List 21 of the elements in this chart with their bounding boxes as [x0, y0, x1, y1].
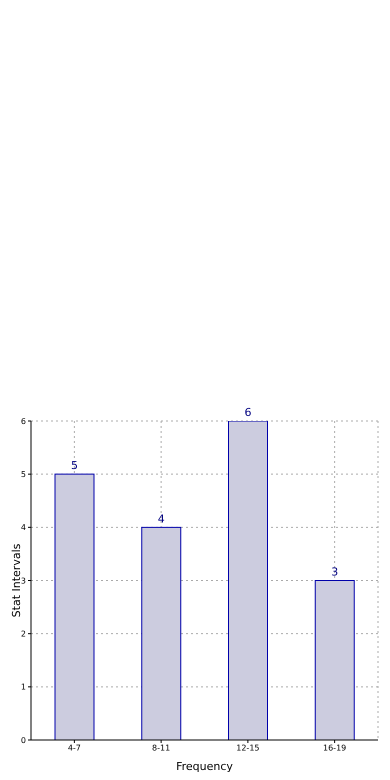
y-axis-title: Stat Intervals [10, 543, 23, 618]
x-tick-label: 4-7 [68, 744, 81, 753]
bar [314, 580, 355, 740]
y-tick-label: 0 [20, 736, 26, 745]
x-tick-label: 16-19 [323, 744, 346, 753]
bar [54, 474, 94, 740]
data-label: 5 [71, 459, 78, 472]
y-tick-label: 3 [20, 576, 26, 586]
bar [141, 526, 182, 740]
x-tick-label: 8-11 [152, 744, 170, 753]
y-tick-label: 5 [20, 470, 26, 480]
y-tick-label: 4 [20, 523, 26, 532]
data-label: 6 [244, 406, 252, 419]
x-axis-title: Frequency [176, 760, 234, 773]
y-tick-label: 1 [20, 682, 26, 692]
data-label: 3 [331, 566, 338, 578]
data-label: 4 [158, 512, 165, 526]
x-tick-label: 12-15 [236, 744, 260, 753]
bar [228, 421, 268, 740]
y-tick-label: 6 [20, 416, 26, 426]
y-tick-label: 2 [20, 630, 26, 639]
